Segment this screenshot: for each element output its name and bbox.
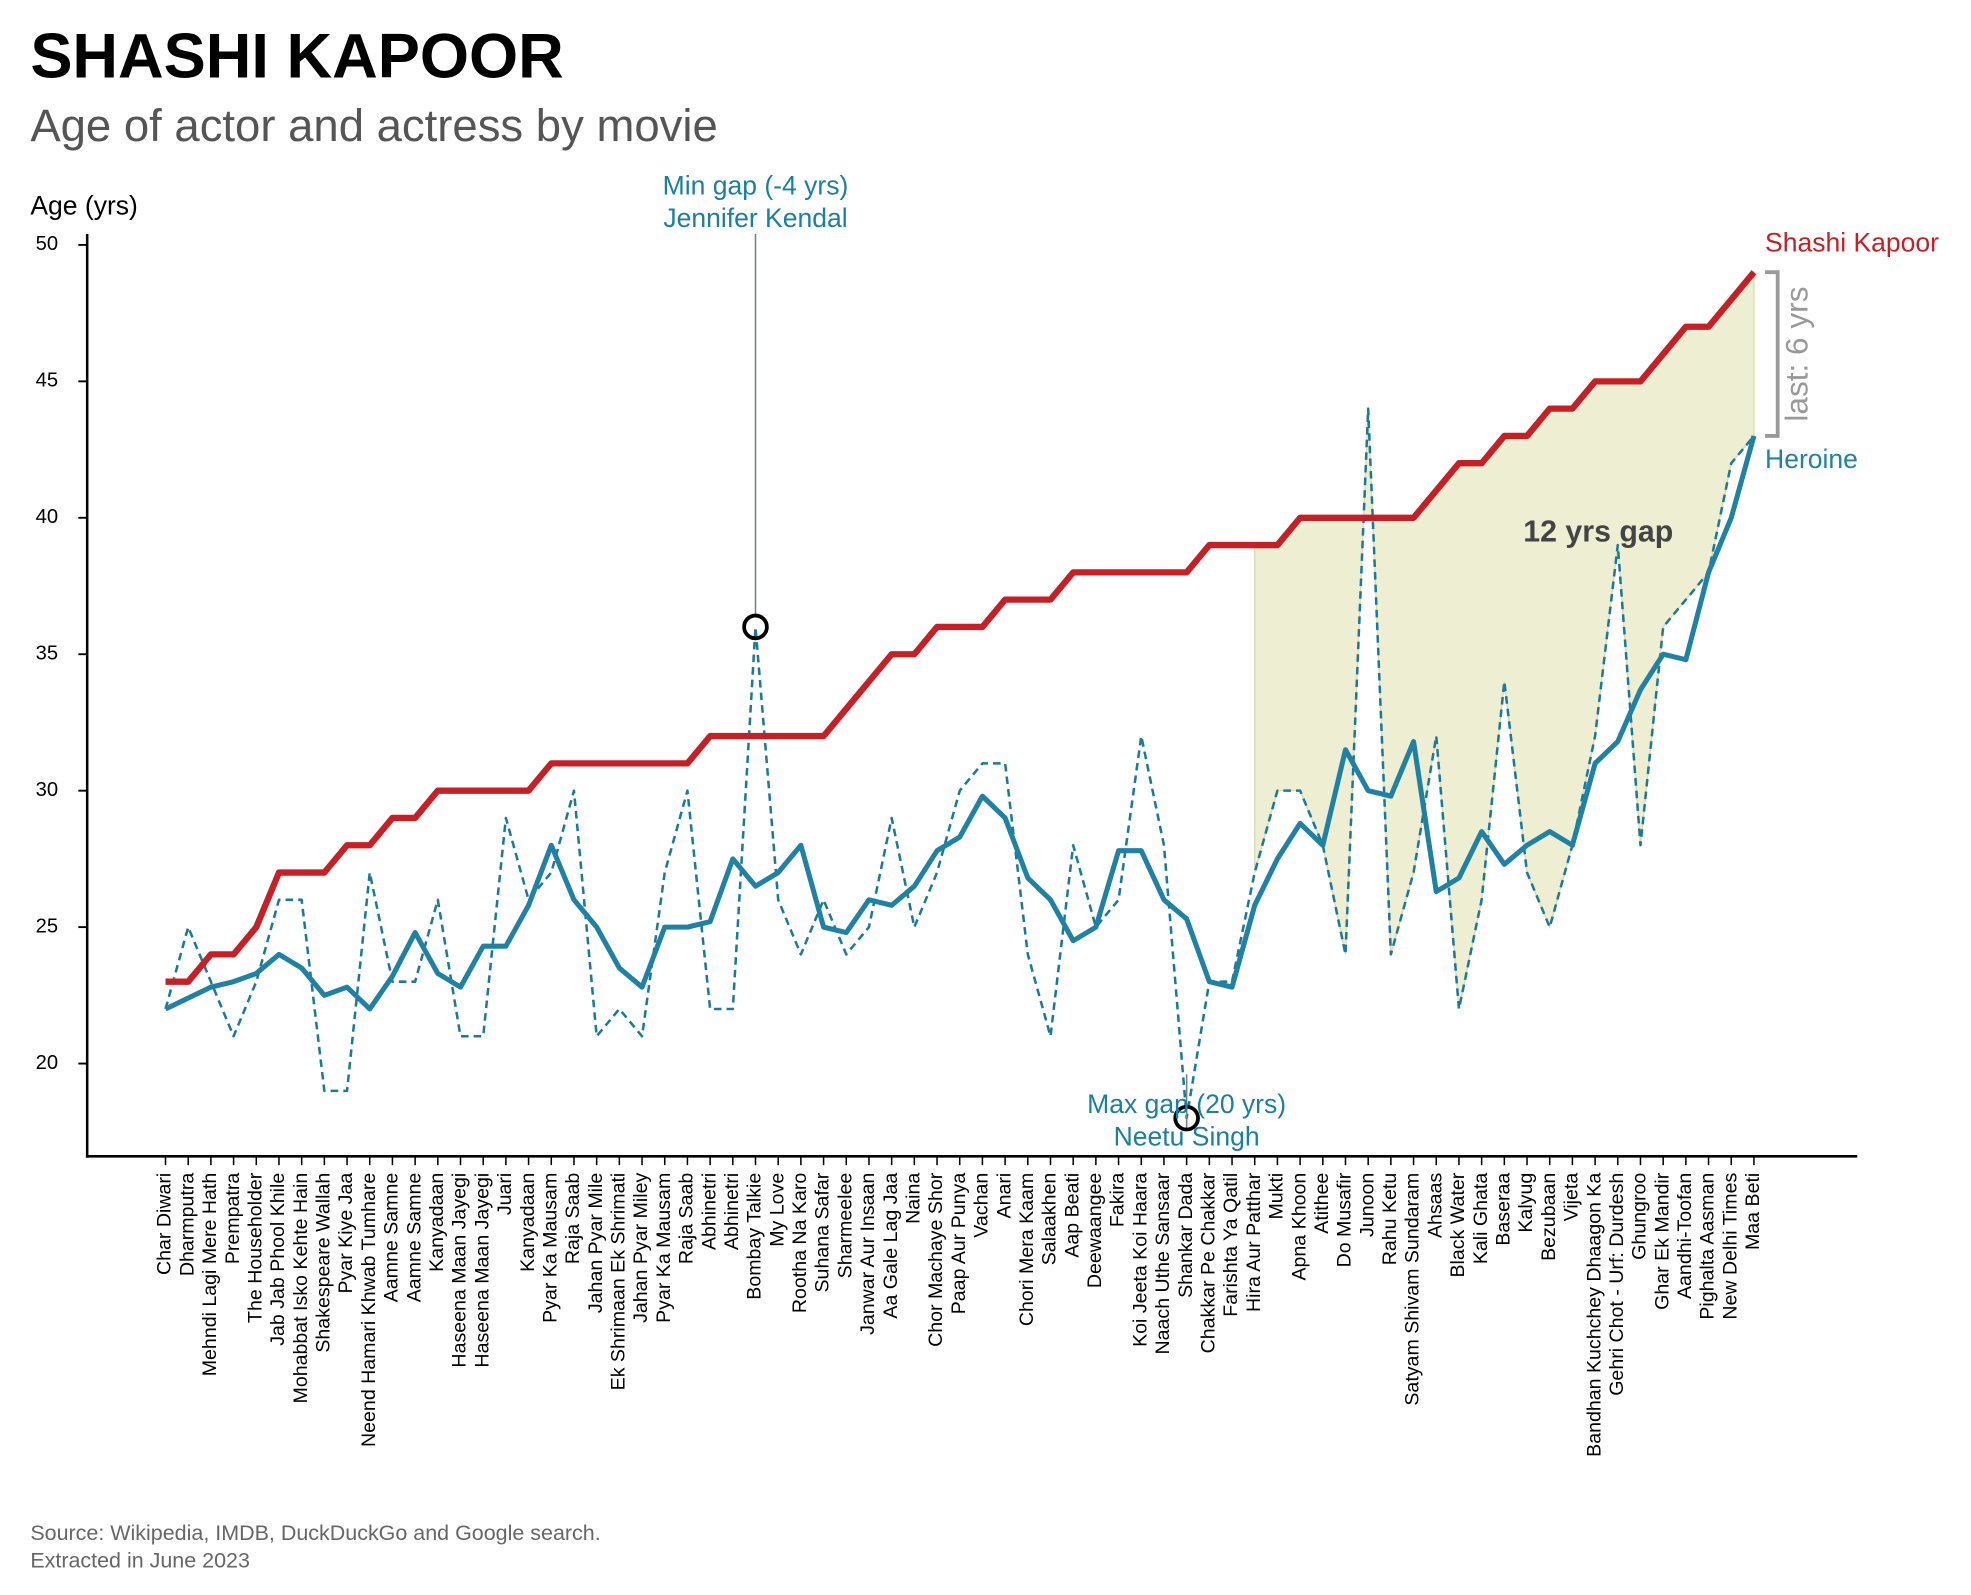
x-tick-label: Pyar Ka Mausam [539,1173,561,1323]
x-tick-label: Abhinetri [721,1173,743,1250]
x-tick-label: Hira Aur Patthar [1243,1172,1265,1312]
y-tick-label: 45 [36,370,58,392]
legend-label: Shashi Kapoor [1765,227,1939,257]
x-tick-label: Gehri Chot - Urf: Durdesh [1606,1173,1628,1396]
x-tick-label: Aamne Samne [403,1173,425,1303]
x-tick-label: Haseena Maan Jayegi [471,1173,493,1368]
x-tick-label: Kalyug [1515,1173,1537,1233]
annotation: Jennifer Kendal [663,203,847,233]
x-tick-label: Abhinetri [698,1173,720,1250]
x-tick-label: Jab Jab Phool Khile [267,1173,289,1346]
x-tick-label: Haseena Maan Jayegi [449,1173,471,1368]
x-tick-label: The Householder [244,1172,266,1323]
line-dashed [164,407,1755,1120]
x-tick-label: Mukti [1266,1173,1288,1220]
x-tick-label: Chakkar Pe Chakkar [1198,1172,1220,1353]
x-tick-label: Koi Jeeta Koi Haara [1129,1173,1151,1347]
x-tick-label: Ghar Ek Mandir [1651,1172,1673,1310]
x-tick-label: Fakira [1107,1173,1129,1228]
x-tick-label: Neend Hamari Khwab Tumhare [358,1173,380,1447]
annotation: Min gap (-4 yrs) [663,170,849,200]
x-tick-label: Salaakhen [1039,1173,1061,1266]
x-tick-label: Aamne Samne [381,1173,403,1303]
x-tick-label: Ghungroo [1629,1173,1651,1260]
gap-label: 12 yrs gap [1523,515,1673,548]
x-tick-label: Junoon [1356,1173,1378,1237]
x-tick-label: Chori Mera Kaam [1016,1173,1038,1326]
legend-label: Heroine [1765,444,1858,474]
y-tick-label: 50 [36,233,58,255]
y-tick-label: 35 [36,643,58,665]
y-tick-label: 25 [36,915,58,937]
x-tick-label: Raja Saab [562,1173,584,1265]
x-tick-label: Kanyadaan [426,1173,448,1272]
x-tick-label: Do Musafir [1334,1172,1356,1267]
x-tick-label: Paap Aur Punya [948,1173,970,1315]
x-tick-label: Baseraa [1492,1173,1514,1246]
last-gap-label: last: 6 yrs [1779,286,1815,421]
x-tick-label: Aa Gale Lag Jaa [880,1173,902,1319]
x-tick-label: Shankar Dada [1175,1173,1197,1298]
x-tick-label: Juari [494,1173,516,1215]
annotation: Neetu Singh [1114,1122,1260,1152]
source: Extracted in June 2023 [30,1549,250,1573]
annotation-marker [1173,1104,1200,1132]
x-tick-label: Jahan Pyar Miley [630,1173,652,1323]
x-tick-label: Naina [903,1173,925,1224]
x-tick-label: Satyam Shivam Sundaram [1402,1173,1424,1406]
x-tick-label: Janwar Aur Insaan [857,1173,879,1335]
x-tick-label: Bombay Talkie [744,1173,766,1300]
x-tick-label: Naach Uthe Sansaar [1152,1172,1174,1354]
x-tick-label: Apna Khoon [1288,1173,1310,1281]
source: Source: Wikipedia, IMDB, DuckDuckGo and … [30,1521,600,1545]
line [164,435,1757,1012]
x-tick-label: Pyar Ka Mausam [653,1173,675,1323]
x-tick-label: Pyar Kiye Jaa [335,1173,357,1294]
x-tick-label: Vachan [971,1173,993,1238]
x-tick-label: Rootha Na Karo [789,1173,811,1314]
x-tick-label: Bezubaan [1538,1173,1560,1261]
x-tick-label: Prempatra [222,1173,244,1265]
x-tick-label: My Love [766,1173,788,1247]
x-tick-label: Raja Saab [676,1173,698,1265]
x-tick-label: Rahu Ketu [1379,1173,1401,1266]
x-tick-label: Kali Ghata [1470,1173,1492,1265]
y-tick-label: 20 [36,1052,58,1074]
y-axis-label: Age (yrs) [30,190,138,220]
x-tick-label: Kanyadaan [517,1173,539,1272]
x-tick-label: Aandhi-Toofan [1674,1173,1696,1299]
x-tick-label: Pighalta Aasman [1697,1173,1719,1320]
x-tick-label: Black Water [1447,1172,1469,1277]
x-tick-label: Shakespeare Wallah [313,1173,335,1353]
annotation-marker [742,613,769,641]
x-tick-label: Mohabbat Isko Kehte Hain [290,1173,312,1404]
chart-title: SHASHI KAPOOR [30,22,563,92]
x-tick-label: New Delhi Times [1719,1173,1741,1320]
x-tick-label: Vijeta [1561,1173,1583,1222]
x-tick-label: Aap Beati [1061,1173,1083,1258]
x-tick-label: Dharmputra [176,1173,198,1276]
chart-subtitle: Age of actor and actress by movie [30,100,717,151]
x-tick-label: Ek Shrimaan Ek Shrimati [608,1173,630,1391]
gap-area [1254,270,1755,1010]
x-tick-label: Bandhan Kuchchey Dhaagon Ka [1583,1173,1605,1457]
line [165,270,1757,985]
bracket [1765,270,1780,438]
x-tick-label: Char Diwari [154,1173,176,1275]
x-tick-label: Sharmeelee [834,1173,856,1279]
y-tick-label: 40 [36,506,58,528]
x-tick-label: Atithee [1311,1173,1333,1234]
annotation: Max gap (20 yrs) [1087,1089,1286,1119]
x-tick-label: Farishta Ya Qatil [1220,1173,1242,1317]
x-tick-label: Suhana Safar [812,1172,834,1292]
x-tick-label: Deewaangee [1084,1173,1106,1288]
x-tick-label: Anari [993,1173,1015,1219]
x-tick-label: Maa Beti [1742,1173,1764,1250]
x-tick-label: Chor Machaye Shor [925,1172,947,1347]
x-tick-label: Mehndi Lagi Mere Hath [199,1173,221,1377]
x-tick-label: Jahan Pyar Mile [585,1173,607,1313]
y-tick-label: 30 [36,779,58,801]
x-tick-label: Ahsaas [1424,1173,1446,1239]
